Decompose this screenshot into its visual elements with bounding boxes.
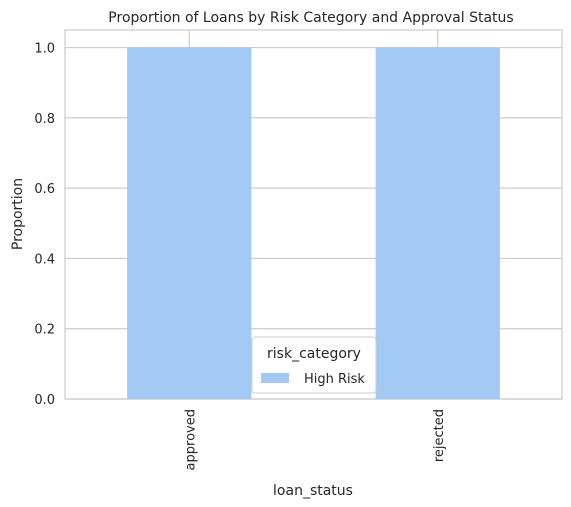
y-tick-labels: 0.0 0.2 0.4 0.6 0.8 1.0 (34, 42, 55, 408)
y-tick-label: 0.2 (34, 323, 55, 338)
bars (127, 47, 500, 399)
chart-title: Proportion of Loans by Risk Category and… (108, 10, 513, 26)
y-tick-label: 0.8 (34, 112, 55, 127)
y-tick-label: 0.6 (34, 182, 55, 197)
bar-rejected (375, 47, 500, 399)
y-axis-label: Proportion (10, 178, 26, 250)
legend: risk_category High Risk (251, 336, 377, 394)
x-tick-label: rejected (432, 409, 447, 462)
legend-swatch (261, 373, 289, 383)
legend-title: risk_category (267, 346, 361, 362)
bar-approved (127, 47, 252, 399)
y-tick-label: 0.0 (34, 393, 55, 408)
plot-frame (64, 29, 563, 400)
legend-label: High Risk (304, 372, 365, 387)
x-axis-label: loan_status (273, 483, 353, 499)
y-tick-label: 1.0 (34, 42, 55, 57)
x-tick-labels: approved rejected (183, 409, 447, 470)
y-tick-label: 0.4 (34, 252, 55, 267)
x-tick-label: approved (183, 409, 198, 470)
